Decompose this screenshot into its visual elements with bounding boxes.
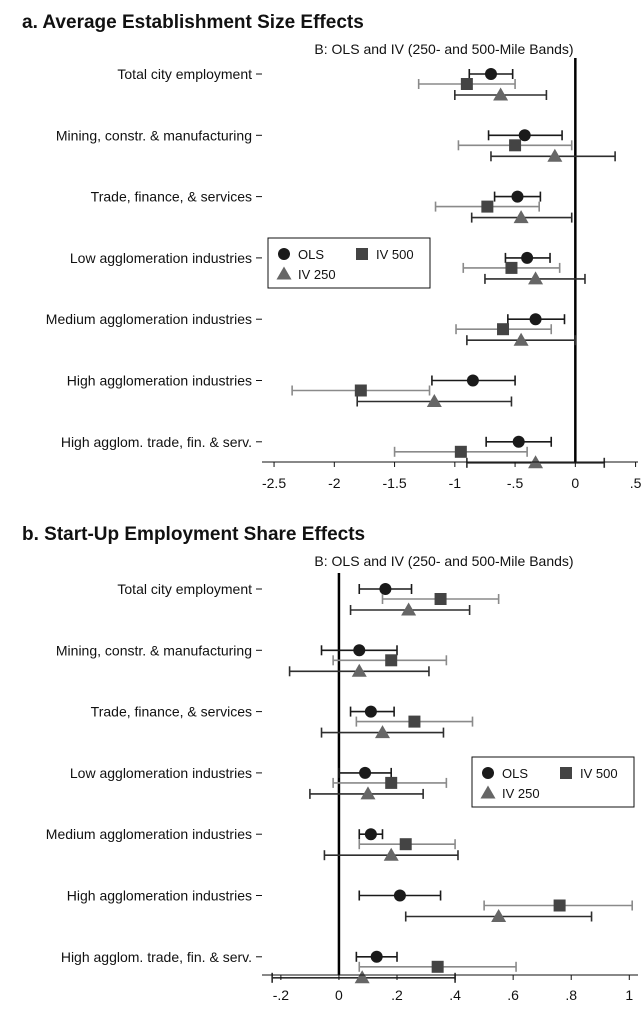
x-tick-label: 0 [335, 987, 343, 1003]
iv-250-point [491, 909, 507, 922]
legend-label-ols: OLS [298, 247, 324, 262]
iv-500-point [354, 384, 367, 397]
legend-label-ols: OLS [502, 766, 528, 781]
iv-250-point [513, 332, 529, 346]
legend-marker-iv-250 [276, 266, 292, 280]
ols-point [521, 251, 534, 264]
iv-500-point [385, 654, 398, 667]
iv-500-point [553, 899, 566, 912]
row-label-medium-agglomeration-industries: Medium agglomeration industries [46, 826, 252, 842]
iv-500-point [505, 261, 518, 274]
iv-250-point [513, 210, 529, 224]
iv-250-point [351, 663, 367, 677]
x-tick-label: -1.5 [383, 475, 407, 491]
legend-label-iv-500: IV 500 [580, 766, 618, 781]
panel-a-title: a. Average Establishment Size Effects [22, 12, 364, 33]
iv-250-point [547, 148, 563, 162]
x-tick-label: -.2 [273, 987, 290, 1003]
panel-b: b. Start-Up Employment Share Effects B: … [22, 524, 638, 1003]
legend-marker-ols [278, 248, 290, 260]
x-tick-label: .4 [449, 987, 461, 1003]
ols-point [353, 644, 366, 657]
iv-500-point [385, 776, 398, 789]
iv-500-point [509, 139, 522, 152]
legend-marker-iv-250 [480, 785, 496, 799]
ols-point [518, 129, 531, 142]
panel-b-title: b. Start-Up Employment Share Effects [22, 524, 365, 545]
iv-500-point [431, 960, 444, 973]
x-tick-label: -1 [449, 475, 462, 491]
legend-marker-iv-500 [356, 248, 368, 260]
x-tick-label: -2 [328, 475, 341, 491]
panel-a: a. Average Establishment Size Effects B:… [22, 12, 642, 491]
row-label-high-agglom-trade-fin-serv: High agglom. trade, fin. & serv. [61, 434, 252, 450]
panel-b-x-axis: -.2 0 .2 .4 .6 .8 1 [262, 974, 638, 1003]
panel-b-legend: OLS IV 500 IV 250 [471, 756, 635, 808]
row-label-low-agglomeration-industries: Low agglomeration industries [70, 250, 252, 266]
ols-point [379, 583, 392, 595]
iv-250-point [401, 602, 417, 616]
row-label-total-city-employment: Total city employment [117, 66, 252, 82]
legend-label-iv-250: IV 250 [502, 786, 540, 801]
iv-250-point [374, 725, 390, 739]
iv-500-point [497, 323, 510, 336]
legend-label-iv-500: IV 500 [376, 247, 414, 262]
iv-250-point [426, 394, 442, 407]
iv-250-point [528, 271, 544, 285]
panel-a-row-labels: Total city employment Mining, constr. & m… [46, 66, 262, 450]
x-tick-label: .5 [630, 475, 642, 491]
legend-marker-ols [482, 767, 494, 779]
legend-box [471, 756, 635, 808]
panel-a-subtitle: B: OLS and IV (250- and 500-Mile Bands) [314, 41, 573, 57]
ols-point [393, 889, 406, 902]
panel-a-plot-area [291, 58, 616, 469]
ols-point [370, 950, 383, 963]
ols-point [512, 435, 525, 448]
row-label-mining-constr-manufacturing: Mining, constr. & manufacturing [56, 127, 252, 143]
iv-500-point [408, 715, 421, 728]
row-label-low-agglomeration-industries: Low agglomeration industries [70, 765, 252, 781]
ols-point [466, 374, 479, 387]
row-label-mining-constr-manufacturing: Mining, constr. & manufacturing [56, 642, 252, 658]
iv-250-point [383, 847, 399, 861]
iv-500-point [399, 838, 412, 851]
x-tick-label: 1 [625, 987, 633, 1003]
ols-point [364, 705, 377, 718]
row-label-high-agglomeration-industries: High agglomeration industries [67, 888, 252, 904]
row-label-trade-finance-services: Trade, finance, & services [91, 704, 252, 720]
x-tick-label: .8 [565, 987, 577, 1003]
ols-point [511, 190, 524, 203]
iv-250-point [354, 970, 370, 984]
panel-b-subtitle: B: OLS and IV (250- and 500-Mile Bands) [314, 553, 573, 569]
x-tick-label: -.5 [507, 475, 524, 491]
x-tick-label: -2.5 [262, 475, 286, 491]
row-label-total-city-employment: Total city employment [117, 581, 252, 597]
x-tick-label: .6 [507, 987, 519, 1003]
x-tick-label: .2 [391, 987, 403, 1003]
ols-point [364, 828, 377, 841]
iv-250-point [360, 786, 376, 800]
panel-a-x-axis: -2.5 -2 -1.5 -1 -.5 0 .5 [262, 461, 642, 491]
iv-500-point [460, 78, 473, 90]
legend-label-iv-250: IV 250 [298, 267, 336, 282]
row-label-trade-finance-services: Trade, finance, & services [91, 189, 252, 205]
panel-b-row-labels: Total city employment Mining, constr. & m… [46, 581, 262, 965]
row-label-medium-agglomeration-industries: Medium agglomeration industries [46, 311, 252, 327]
row-label-high-agglom-trade-fin-serv: High agglom. trade, fin. & serv. [61, 949, 252, 965]
iv-250-point [493, 87, 509, 101]
ols-point [484, 68, 497, 80]
panel-b-plot-area [271, 573, 633, 984]
panel-a-legend: OLS IV 500 IV 250 [267, 237, 431, 289]
legend-box [267, 237, 431, 289]
legend-marker-iv-500 [560, 767, 572, 779]
iv-500-point [481, 200, 494, 213]
row-label-high-agglomeration-industries: High agglomeration industries [67, 373, 252, 389]
iv-500-point [454, 445, 467, 458]
x-tick-label: 0 [571, 475, 579, 491]
ols-point [529, 313, 542, 326]
ols-point [359, 766, 372, 779]
iv-500-point [434, 593, 447, 605]
